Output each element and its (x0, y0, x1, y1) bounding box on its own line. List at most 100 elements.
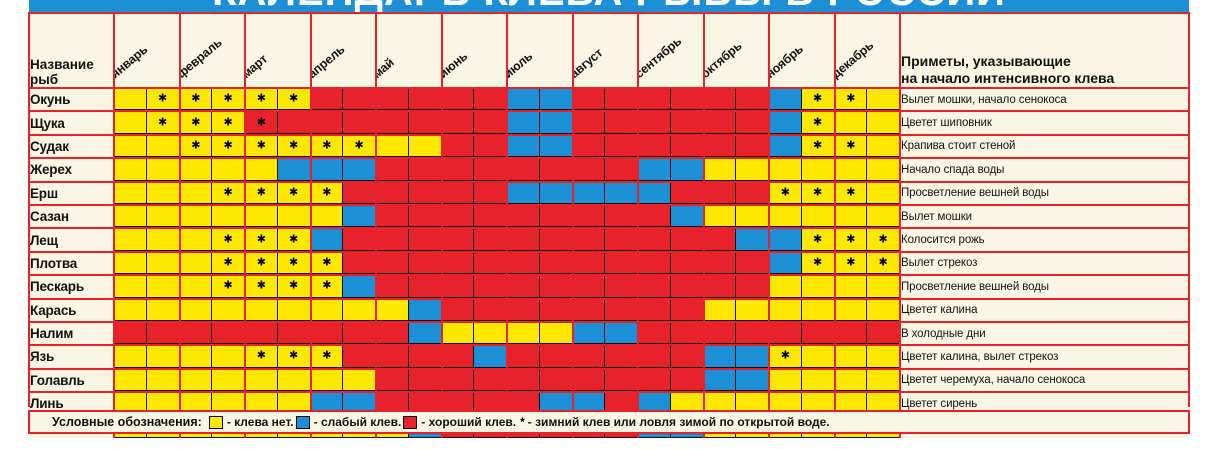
half-month-cell (115, 89, 147, 111)
half-month-cell (343, 205, 375, 228)
half-month-cell (408, 299, 441, 321)
legend-weak-bite-label: - слабый клев. (313, 415, 402, 429)
month-cell: ✱ (769, 134, 836, 160)
winter-star-icon: ✱ (191, 116, 201, 129)
month-cell (638, 275, 705, 300)
month-cell (769, 368, 836, 394)
half-month-cell (442, 252, 475, 275)
half-month-cell (115, 135, 147, 158)
month-cell (507, 251, 574, 277)
winter-star-icon: ✱ (289, 139, 299, 152)
half-month-cell (343, 89, 375, 111)
half-month-cell (573, 369, 606, 392)
winter-star-icon: ✱ (223, 233, 233, 246)
half-month-cell (442, 229, 475, 251)
half-month-cell: ✱ (311, 346, 344, 368)
legend-swatch-good-bite-icon (403, 415, 418, 429)
half-month-cell (277, 112, 310, 134)
half-month-cell: ✱ (246, 135, 278, 158)
month-cell (507, 88, 574, 113)
half-month-cell (670, 322, 703, 345)
month-cell (114, 275, 181, 300)
month-cell (507, 134, 574, 160)
winter-star-icon: ✱ (223, 186, 233, 199)
half-month-cell (212, 299, 244, 321)
winter-star-icon: ✱ (256, 279, 266, 292)
half-month-cell (474, 205, 506, 228)
month-cell (703, 204, 770, 230)
winter-star-icon: ✱ (878, 256, 888, 269)
month-header-март: март (245, 14, 312, 89)
month-cell (572, 228, 639, 253)
winter-star-icon: ✱ (289, 279, 299, 292)
month-cell: ✱ (769, 345, 836, 370)
winter-star-icon: ✱ (256, 256, 266, 269)
half-month-cell (704, 159, 737, 181)
half-month-cell (670, 182, 703, 204)
half-month-cell (474, 369, 506, 392)
half-month-cell (770, 276, 802, 298)
winter-star-icon: ✱ (256, 233, 266, 246)
half-month-cell (770, 252, 802, 275)
half-month-cell (704, 229, 737, 251)
month-header-label: апрель (310, 42, 347, 81)
half-month-cell (605, 135, 637, 158)
half-month-cell: ✱ (212, 252, 244, 275)
half-month-cell (212, 205, 244, 228)
month-header-июнь: июнь (441, 14, 508, 89)
half-month-cell (408, 276, 441, 298)
half-month-cell (639, 252, 671, 275)
half-month-cell (670, 229, 703, 251)
half-month-cell: ✱ (277, 89, 310, 111)
half-month-cell: ✱ (311, 276, 344, 298)
winter-star-icon: ✱ (780, 186, 790, 199)
half-month-cell: ✱ (246, 276, 278, 298)
half-month-cell (670, 276, 703, 298)
half-month-cell (212, 322, 244, 345)
half-month-cell: ✱ (867, 252, 899, 275)
winter-star-icon: ✱ (813, 139, 823, 152)
month-cell (572, 181, 639, 206)
month-cell (376, 251, 443, 277)
month-cell (638, 298, 705, 323)
month-cell (703, 158, 770, 183)
half-month-cell (539, 252, 572, 275)
fish-name-cell: Плотва (30, 251, 115, 277)
half-month-cell (670, 135, 703, 158)
month-cell: ✱ ✱ (834, 251, 901, 277)
half-month-cell: ✱ (277, 252, 310, 275)
half-month-cell (801, 322, 834, 345)
half-month-cell (835, 322, 868, 345)
month-header-сентябрь: сентябрь (638, 14, 705, 89)
half-month-cell (474, 252, 506, 275)
half-month-cell (408, 369, 441, 392)
fish-name-cell: Голавль (30, 368, 115, 394)
half-month-cell (343, 322, 375, 345)
half-month-cell (736, 112, 768, 134)
half-month-cell (408, 322, 441, 345)
half-month-cell (736, 369, 768, 392)
month-cell (507, 204, 574, 230)
month-cell (179, 368, 246, 394)
half-month-cell (115, 252, 147, 275)
month-cell (310, 111, 377, 136)
half-month-cell (867, 369, 899, 392)
half-month-cell: ✱ (801, 252, 834, 275)
month-cell (310, 228, 377, 253)
half-month-cell: ✱ (212, 229, 244, 251)
winter-star-icon: ✱ (158, 92, 168, 105)
half-month-cell: ✱ (835, 182, 868, 204)
half-month-cell (180, 299, 213, 321)
half-month-cell (670, 299, 703, 321)
half-month-cell (801, 369, 834, 392)
month-cell: ✱ (834, 181, 901, 206)
half-month-cell: ✱ (277, 229, 310, 251)
month-cell (114, 345, 181, 370)
table-row: Плотва ✱ ✱ ✱ ✱ ✱ ✱ ✱ Вылет стрекоз (30, 251, 1188, 277)
fish-name-cell: Судак (30, 134, 115, 160)
month-cell (638, 345, 705, 370)
month-cell (834, 204, 901, 230)
month-cell: ✱ (310, 345, 377, 370)
month-cell: ✱ ✱ (245, 251, 312, 277)
half-month-cell (474, 135, 506, 158)
